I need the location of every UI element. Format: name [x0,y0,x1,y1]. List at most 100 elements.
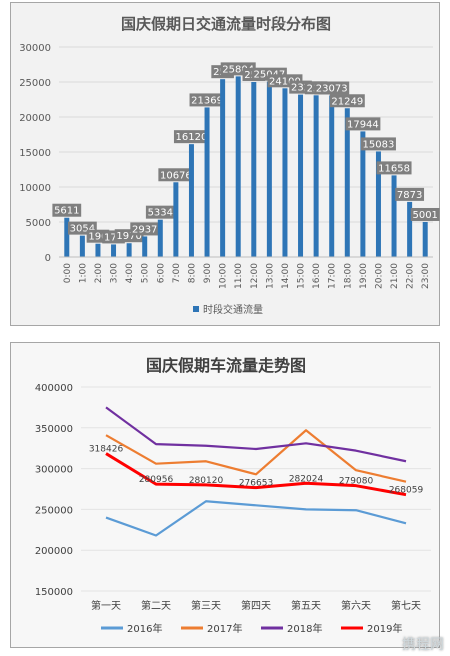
x-tick-label: 7:00 [172,263,182,283]
x-tick-label: 8:00 [187,263,197,283]
y-tick-label: 150000 [35,587,73,598]
legend-label: 2016年 [127,622,162,635]
data-label: 5001 [412,210,437,221]
x-tick-label: 5:00 [141,263,151,283]
x-tick-label: 第五天 [291,599,321,612]
bar [204,107,210,258]
watermark: 携程网 [402,637,444,653]
x-tick-label: 17:00 [328,263,338,289]
y-tick-label: 200000 [35,546,73,557]
data-label: 11658 [378,163,410,174]
bar-chart: 国庆假期日交通流量时段分布图 0 5000 10000 15000 20000 25000 3… [19,15,440,316]
x-tick-label: 0:00 [63,263,73,283]
data-label-box [314,81,350,95]
series-line [105,429,407,483]
series-line [105,452,407,497]
x-tick-label: 10:00 [219,263,229,289]
x-tick-label: 4:00 [125,263,135,283]
data-label-box [145,205,175,219]
x-tick-label: 第六天 [341,599,371,612]
data-label: 24100 [269,76,301,87]
bar [126,243,132,257]
x-tick-label: 20:00 [374,263,384,289]
bar [266,81,272,258]
x-tick-label: 3:00 [110,263,120,283]
y-tick-label: 30000 [19,43,51,54]
data-label-box [410,207,440,221]
bar [360,131,366,257]
data-label: 5611 [54,206,79,217]
bar [111,244,117,257]
data-label: 2937 [132,224,157,235]
bar [95,243,101,257]
bar [391,175,397,257]
data-label: 7873 [397,190,422,201]
x-tick-label: 第七天 [391,599,421,612]
bar [282,88,288,257]
data-label: 280956 [139,475,174,485]
data-label: 232 [291,83,310,94]
data-label: 279080 [339,477,374,487]
bar [344,108,350,257]
legend-label: 2018年 [287,622,322,635]
x-tick-label: 14:00 [281,263,291,289]
x-tick-label: 第四天 [241,599,271,612]
bar [375,151,381,257]
x-tick-label: 11:00 [234,263,244,289]
bar-chart-panel: 国庆假期日交通流量时段分布图 0 5000 10000 15000 20000 25000 3… [10,2,440,326]
chart-title: 国庆假期日交通流量时段分布图 [121,15,331,33]
data-label-box [189,93,225,107]
x-tick-label: 第一天 [91,599,121,612]
y-tick-label: 400000 [35,383,73,394]
data-label-box [52,203,82,217]
y-tick-label: 25000 [19,78,51,89]
data-label: 178 [104,232,123,243]
y-tick-label: 20000 [19,113,51,124]
bar [157,219,163,257]
x-tick-label: 23:00 [421,263,431,289]
bar [251,82,257,257]
bar [329,95,335,257]
x-tick-label: 第三天 [191,599,221,612]
x-tick-label: 15:00 [297,263,307,289]
data-label: 21249 [331,96,363,107]
x-tick-label: 第二天 [141,599,171,612]
data-label: 23073 [316,83,348,94]
data-label: 268059 [389,486,424,496]
bar [407,201,413,257]
line-chart-panel: 国庆假期车流量走势图 150000 200000 250000 300000 350000… [10,342,440,648]
bar [64,217,70,257]
bar [220,79,226,257]
y-tick-label: 5000 [26,218,51,229]
bar [142,236,148,257]
bar [422,221,428,257]
bar [79,235,85,257]
data-label: 190 [88,232,107,243]
y-tick-label: 250000 [35,505,73,516]
data-label-box [173,130,209,144]
y-tick-label: 10000 [19,183,51,194]
data-label: 3054 [70,224,95,235]
legend-swatch [193,306,199,312]
x-tick-label: 12:00 [250,263,260,289]
bar [173,182,179,257]
data-label-box [360,137,396,151]
bar [235,76,241,257]
series-line [105,500,407,537]
data-label-box [329,94,365,108]
legend-label: 时段交通流量 [203,303,263,316]
data-label: 21369 [191,95,223,106]
data-label: 16120 [176,132,208,143]
data-label-box [376,161,412,175]
legend-label: 2017年 [207,622,242,635]
data-label: 280120 [189,476,224,486]
series-line [105,406,407,463]
chart-title: 国庆假期车流量走势图 [146,356,306,375]
x-tick-label: 9:00 [203,263,213,283]
data-label-box [158,168,194,182]
x-tick-label: 21:00 [390,263,400,289]
x-tick-label: 1:00 [78,263,88,283]
y-tick-label: 15000 [19,148,51,159]
bar [188,144,194,257]
y-tick-label: 300000 [35,465,73,476]
